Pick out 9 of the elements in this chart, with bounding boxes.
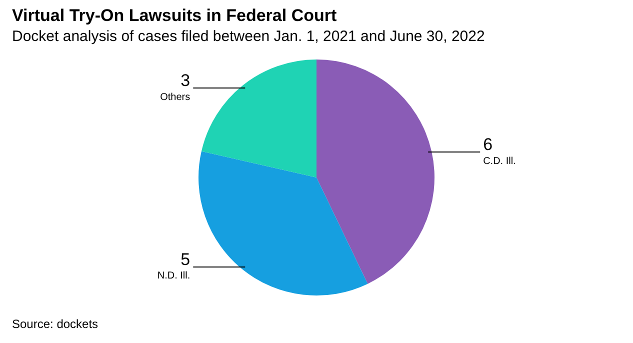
- data-label: 6: [483, 135, 493, 154]
- slice-label: Others: [160, 92, 190, 103]
- source-note: Source: dockets: [12, 317, 98, 331]
- chart-subtitle: Docket analysis of cases filed between Jan. 1, 2021 and June 30, 2022: [12, 28, 485, 45]
- data-label: 3: [180, 71, 190, 90]
- slice-label: C.D. Ill.: [483, 156, 516, 167]
- chart-title: Virtual Try-On Lawsuits in Federal Court: [12, 6, 337, 26]
- data-label: 5: [180, 250, 190, 270]
- slice-label: N.D. Ill.: [157, 270, 190, 282]
